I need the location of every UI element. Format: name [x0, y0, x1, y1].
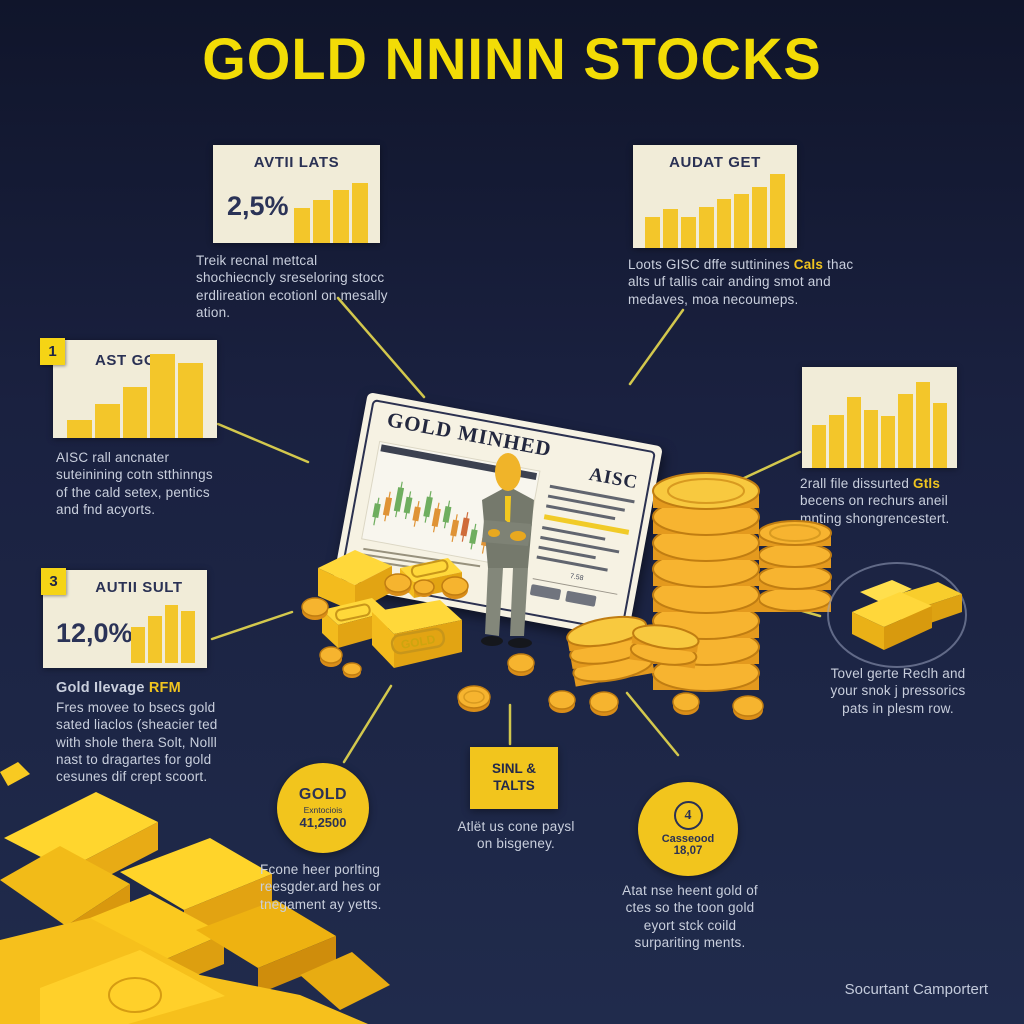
coin-stack-tilted	[629, 624, 700, 669]
panel-header: AVTII LATS	[253, 154, 340, 171]
bar-chart	[294, 183, 368, 243]
gold-stamp-text: GOLD	[400, 632, 437, 652]
panel-header: AST GOT	[95, 352, 166, 369]
panel-caption: Fres movee to bsecs gold sated liaclos (…	[56, 700, 218, 785]
node-caption: Atat nse heent gold of ctes so the toon …	[622, 883, 758, 950]
node-value: 41,2500	[299, 815, 347, 830]
bar	[716, 199, 732, 248]
bar	[752, 186, 768, 248]
bar	[351, 183, 368, 243]
bar	[680, 216, 696, 248]
bar	[181, 611, 195, 663]
page-title: GOLD NNINN STOCKS	[202, 25, 822, 92]
panel-right-chart	[802, 367, 957, 468]
bar	[698, 206, 714, 248]
caption-text: becens on rechurs aneil mnting shongrenc…	[800, 493, 950, 526]
bar	[150, 354, 176, 438]
bar	[67, 419, 92, 438]
bar	[915, 382, 930, 468]
node-title: GOLD	[298, 786, 348, 803]
bar	[178, 363, 203, 438]
panel-caption: AISC rall ancnater suteinining cotn stth…	[56, 450, 213, 517]
caption-highlight: Gtls	[913, 476, 941, 491]
caption-highlight: Cals	[793, 257, 824, 272]
node-caption: Tovel gerte Reclh and your snok j presso…	[830, 666, 966, 716]
bar	[846, 396, 861, 468]
panel-header: AUDAT GET	[669, 154, 761, 171]
coin-stack-right-small	[758, 520, 832, 612]
panel-avtii-lats: AVTII LATS 2,5%	[213, 145, 380, 243]
caption-highlight: RFM	[148, 680, 181, 696]
bar	[332, 189, 349, 243]
panel-caption-lead: Gold Ilevage RFM	[56, 679, 246, 698]
bar	[812, 425, 827, 468]
bar	[734, 193, 750, 248]
bar	[313, 199, 330, 243]
bar-chart	[67, 354, 203, 438]
caption-text: Gold Ilevage	[56, 680, 149, 696]
bar	[131, 627, 145, 663]
bar-chart	[812, 382, 947, 468]
panel-header: AUTII SULT	[95, 579, 183, 596]
bar	[294, 208, 311, 243]
bar	[770, 174, 785, 248]
node-label: SINL & TALTS	[491, 761, 536, 793]
bar	[94, 403, 120, 438]
panel-caption: Treik recnal mettcal shochiecncly sresel…	[196, 253, 388, 320]
step-badge: 3	[41, 568, 66, 595]
caption-text: 2rall file dissurted	[800, 476, 913, 491]
bar	[881, 416, 896, 468]
bar	[122, 386, 148, 438]
panel-caption: Loots GISC dffe suttinines Cals thac alt…	[628, 256, 866, 308]
gold-price-circle: GOLD Exntociois 41,2500	[277, 763, 369, 853]
bar	[147, 616, 162, 663]
gold-bars-circle	[827, 562, 967, 668]
number-four-circle: 4 Casseood 18,07	[638, 782, 738, 876]
caption-text: Loots GISC dffe suttinines	[628, 257, 794, 272]
bar	[164, 605, 179, 663]
footer-credit: Socurtant Camportert	[844, 981, 988, 998]
sinl-talts-box: SINL & TALTS	[470, 747, 558, 809]
candlestick-chart	[372, 481, 491, 554]
certificate-chart-panel	[361, 440, 541, 570]
bar	[898, 394, 913, 468]
caption-text: thac alts uf tallis cair anding smot and…	[628, 257, 854, 307]
bar	[645, 216, 660, 248]
node-value: 18,07	[673, 845, 703, 857]
gold-certificate: GOLD MINHED AISC	[332, 392, 663, 640]
bar	[932, 402, 947, 468]
bar-chart	[645, 174, 785, 248]
panel-caption: 2rall file dissurted Gtls becens on rech…	[800, 475, 975, 527]
bar	[662, 208, 678, 248]
panel-audat-get: AUDAT GET	[633, 145, 797, 248]
bar-chart	[131, 605, 195, 663]
panel-ast-got: 1 AST GOT	[40, 338, 217, 438]
panel-autii-sult: 3 AUTII SULT 12,0%	[41, 568, 207, 668]
node-subtitle: Exntociois	[303, 805, 343, 815]
node-caption: Fcone heer porlting reesgder.ard hes or …	[260, 862, 382, 912]
step-badge: 1	[40, 338, 65, 365]
coin-stack-main	[652, 472, 760, 692]
circled-number: 4	[673, 801, 703, 830]
panel-value: 2,5%	[227, 191, 289, 221]
certificate-text-lines	[535, 484, 635, 581]
bar	[829, 414, 844, 468]
panel-value: 12,0%	[56, 618, 133, 648]
node-subtitle: Casseood	[661, 833, 715, 845]
bar	[863, 410, 878, 468]
node-caption: Atlët us cone paysl on bisgeney.	[457, 819, 575, 852]
